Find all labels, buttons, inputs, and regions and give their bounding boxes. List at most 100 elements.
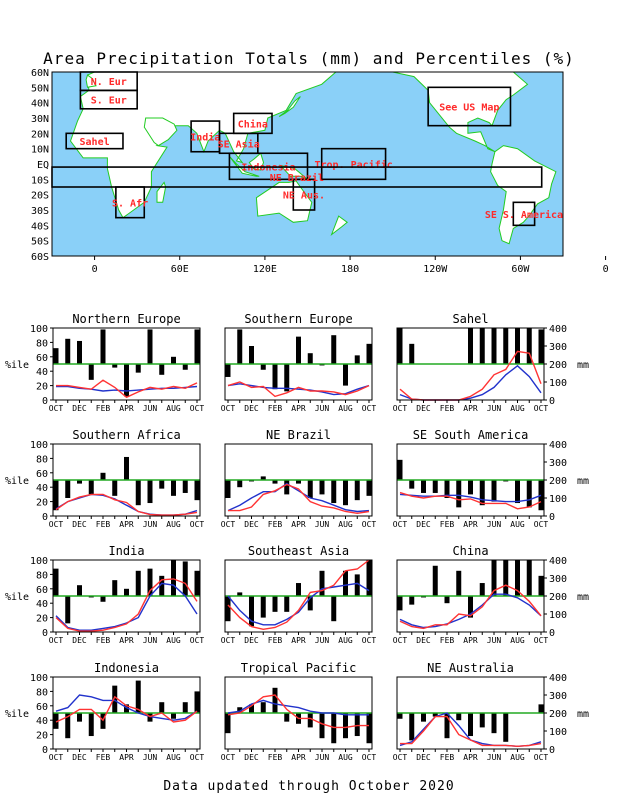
y-tick-label: 20 (36, 382, 48, 393)
percentile-bar (237, 592, 243, 596)
y-tick-label: 100 (30, 556, 48, 567)
x-tick-label: FEB (268, 636, 283, 645)
x-tick-label: DEC (416, 520, 431, 529)
percentile-bar (171, 480, 176, 496)
y2-tick-label: 300 (549, 691, 567, 702)
percentile-bar (147, 329, 153, 364)
percentile-bar (296, 583, 301, 596)
percentile-bar (491, 560, 497, 596)
right-axis-label: mm (577, 709, 589, 720)
precip-normal-line (227, 383, 370, 396)
x-tick-label: DEC (72, 520, 87, 529)
x-tick-label: APR (291, 520, 306, 529)
percentile-bar (135, 570, 141, 596)
x-tick-label: JUN (315, 636, 330, 645)
precip-normal-line (399, 493, 542, 503)
map-region-box (292, 178, 316, 211)
percentile-bar (456, 480, 462, 508)
x-tick-label: APR (291, 636, 306, 645)
y2-tick-label: 300 (549, 458, 567, 469)
y-tick-label: 40 (36, 599, 48, 610)
percentile-bar (194, 329, 200, 364)
map-lat-label: 40S (31, 221, 49, 232)
x-tick-label: DEC (72, 753, 87, 762)
percentile-bar (272, 596, 278, 612)
x-tick-label: APR (463, 520, 478, 529)
map-lat-label: 10S (31, 175, 49, 186)
y-tick-label: 0 (42, 745, 48, 756)
map-lon-label: 60E (171, 264, 189, 275)
percentile-bar (77, 713, 82, 722)
percentile-bar (456, 713, 462, 721)
y2-tick-label: 0 (549, 628, 555, 639)
percentile-bar (112, 480, 118, 496)
percentile-bar (319, 480, 325, 495)
y2-tick-label: 400 (549, 673, 567, 684)
percentile-bar (409, 596, 415, 605)
map-lat-label: 20S (31, 191, 49, 202)
x-tick-label: APR (463, 636, 478, 645)
map-lat-label: 30S (31, 206, 49, 217)
percentile-bar (354, 713, 360, 737)
percentile-bar (194, 480, 200, 501)
precip-observed-line (399, 584, 542, 630)
panel-title: Southern Europe (244, 312, 352, 326)
map-region-label: China (238, 118, 268, 130)
left-axis-label: %ile (5, 592, 29, 603)
map-lat-label: 30N (31, 114, 49, 125)
map-frame (51, 71, 564, 257)
y2-tick-label: 400 (549, 324, 567, 335)
x-tick-label: OCT (190, 404, 205, 413)
x-tick-label: FEB (96, 753, 111, 762)
x-tick-label: FEB (268, 404, 283, 413)
x-tick-label: OCT (190, 753, 205, 762)
map-lon-label: 120W (423, 264, 448, 275)
percentile-bar (366, 480, 372, 496)
x-tick-label: FEB (440, 404, 455, 413)
percentile-bar (296, 336, 301, 364)
percentile-bar (260, 702, 266, 713)
x-tick-label: APR (119, 636, 134, 645)
precip-normal-line (399, 593, 542, 629)
precip-observed-line (55, 493, 198, 516)
percentile-bar (491, 328, 497, 364)
y2-tick-label: 400 (549, 556, 567, 567)
newguinea-land (279, 164, 308, 180)
percentile-bar (343, 713, 348, 739)
x-tick-label: OCT (393, 404, 408, 413)
percentile-bar (503, 560, 509, 596)
percentile-bar (249, 346, 254, 364)
y2-tick-label: 300 (549, 574, 567, 585)
x-tick-label: APR (463, 404, 478, 413)
percentile-bar (182, 702, 188, 713)
x-tick-label: AUG (338, 520, 353, 529)
percentile-bar (65, 596, 71, 624)
percentile-bar (491, 713, 497, 734)
percentile-bar (260, 476, 266, 480)
percentile-bar (225, 364, 231, 377)
percentile-bar (331, 335, 337, 364)
map-region-label: Sahel (80, 137, 110, 148)
right-axis-label: mm (577, 360, 589, 371)
percentile-bar (124, 588, 129, 596)
percentile-bar (112, 580, 118, 596)
percentile-bar (194, 570, 200, 596)
y2-tick-label: 400 (549, 440, 567, 451)
percentile-bar (249, 704, 254, 713)
x-tick-label: OCT (362, 520, 377, 529)
percentile-bar (432, 480, 438, 493)
percentile-bar (100, 472, 106, 480)
map-region-box (65, 132, 124, 150)
percentile-bar (124, 456, 129, 480)
y2-tick-label: 200 (549, 709, 567, 720)
x-tick-label: JUN (487, 520, 502, 529)
x-tick-label: FEB (268, 753, 283, 762)
y-tick-label: 60 (36, 585, 48, 596)
percentile-bar (503, 713, 509, 742)
percentile-bar (88, 713, 94, 737)
